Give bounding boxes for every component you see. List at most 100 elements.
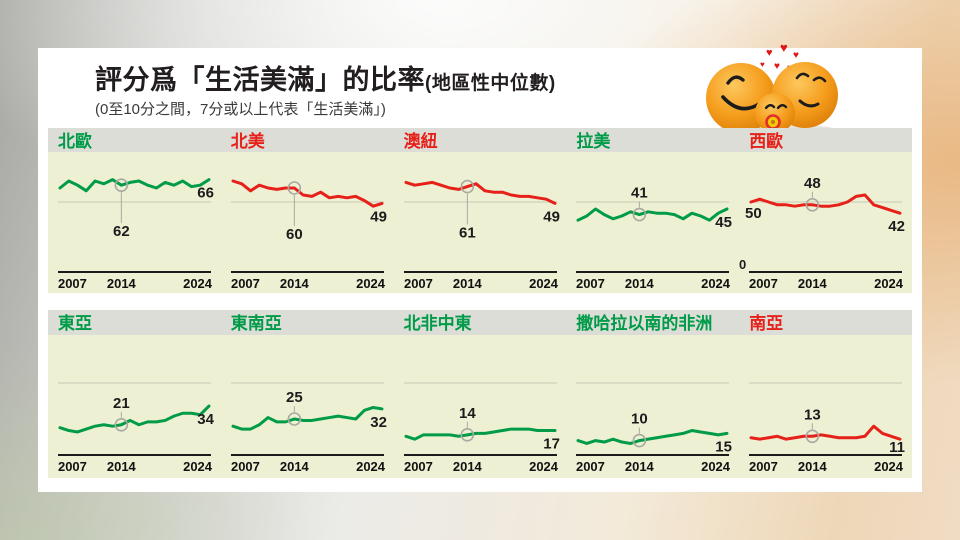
page-title-paren: (地區性中位數) xyxy=(425,73,556,94)
marker-label: 62 xyxy=(113,223,130,240)
right-face-eye-left xyxy=(795,72,810,80)
tick-2024: 2024 xyxy=(183,459,213,474)
chart-row-1: 北歐 北美 澳紐 拉美 西歐 62 66 2007 2014 2024 60 49 2007 2014 2… xyxy=(48,128,912,293)
chart-title-latin-america: 拉美 xyxy=(576,132,611,151)
svg-text:♥: ♥ xyxy=(780,40,788,55)
chart-svg-latin-america: 41 45 2007 2014 2024 xyxy=(576,185,733,291)
chart-row-1-header: 北歐 北美 澳紐 拉美 西歐 xyxy=(48,128,912,152)
chart-title-nordic: 北歐 xyxy=(58,132,92,151)
smiley-family-illustration: ♥ ♥ ♥ ♥ ♥ ♥ ♥ xyxy=(706,40,838,134)
page-title-main: 評分爲「生活美滿」的比率 xyxy=(95,65,425,95)
line-south-asia xyxy=(749,424,902,441)
left-face-smile xyxy=(721,95,761,111)
start-label: 50 xyxy=(745,205,762,222)
line-sub-saharan-africa xyxy=(576,429,729,445)
marker-2014 xyxy=(460,428,474,442)
chart-australia-nz: 61 49 2007 2014 2024 xyxy=(394,152,567,293)
chart-svg-east-asia: 21 34 2007 2014 2024 xyxy=(58,382,215,474)
chart-svg-australia-nz: 61 49 2007 2014 2024 xyxy=(404,179,560,291)
chart-svg-south-asia: 13 11 2007 2014 2024 xyxy=(749,382,905,474)
chart-title-southeast-asia: 東南亞 xyxy=(230,314,282,333)
tick-2014: 2014 xyxy=(452,459,482,474)
zero-label: 0 xyxy=(739,257,746,272)
chart-title-sub-saharan-africa: 撒哈拉以南的非洲 xyxy=(576,314,713,333)
left-face-eye xyxy=(726,75,745,85)
chart-sub-saharan-africa: 10 15 2007 2014 2024 xyxy=(566,335,739,478)
tick-2007: 2007 xyxy=(404,276,433,291)
chart-svg-sub-saharan-africa: 10 15 2007 2014 2024 xyxy=(576,382,733,474)
marker-2014 xyxy=(287,412,301,426)
tick-2007: 2007 xyxy=(231,459,260,474)
tick-2014: 2014 xyxy=(107,459,137,474)
svg-text:♥: ♥ xyxy=(793,50,799,61)
tick-2024: 2024 xyxy=(874,276,904,291)
marker-label: 14 xyxy=(459,405,476,422)
chart-east-asia: 21 34 2007 2014 2024 xyxy=(48,335,221,478)
end-label: 32 xyxy=(370,414,387,431)
end-label: 49 xyxy=(370,208,387,225)
marker-2014 xyxy=(632,433,647,448)
line-east-asia xyxy=(58,404,211,434)
end-label: 42 xyxy=(889,218,906,235)
marker-2014 xyxy=(287,181,301,195)
marker-2014 xyxy=(114,418,129,432)
svg-text:♥: ♥ xyxy=(760,60,765,69)
marker-label: 48 xyxy=(804,175,821,192)
marker-2014 xyxy=(460,179,474,194)
marker-label: 41 xyxy=(631,185,648,202)
marker-label: 61 xyxy=(459,225,476,242)
end-label: 15 xyxy=(716,438,733,455)
chart-north-america: 60 49 2007 2014 2024 xyxy=(221,152,394,293)
chart-title-western-europe: 西歐 xyxy=(749,132,784,151)
tick-2007: 2007 xyxy=(58,276,87,291)
chart-svg-north-america: 60 49 2007 2014 2024 xyxy=(231,179,387,291)
line-western-europe xyxy=(749,193,902,215)
chart-title-australia-nz: 澳紐 xyxy=(403,132,438,151)
chart-north-africa-middle-east: 14 17 2007 2014 2024 xyxy=(394,335,567,478)
baby-pacifier-center xyxy=(771,120,775,124)
line-north-america xyxy=(231,179,384,208)
tick-2024: 2024 xyxy=(701,276,731,291)
chart-latin-america: 41 45 2007 2014 2024 xyxy=(566,152,739,293)
chart-title-north-america: 北美 xyxy=(230,132,265,151)
end-label: 45 xyxy=(716,214,733,231)
marker-label: 13 xyxy=(804,406,821,423)
tick-2024: 2024 xyxy=(701,459,731,474)
marker-2014 xyxy=(114,178,129,193)
chart-south-asia: 13 11 2007 2014 2024 xyxy=(739,335,912,478)
chart-svg-southeast-asia: 25 32 2007 2014 2024 xyxy=(231,382,387,474)
tick-2014: 2014 xyxy=(452,276,482,291)
line-latin-america xyxy=(576,207,729,222)
tick-2007: 2007 xyxy=(231,276,260,291)
chart-row-2-body: 21 34 2007 2014 2024 25 32 2007 2014 2024 14 17 2007… xyxy=(48,335,912,478)
chart-row-2-header: 東亞 東南亞 北非中東 撒哈拉以南的非洲 南亞 xyxy=(48,310,912,335)
line-nordic xyxy=(58,178,211,193)
page-title: 評分爲「生活美滿」的比率(地區性中位數) xyxy=(95,58,556,97)
smiley-baby-face xyxy=(755,93,795,133)
tick-2007: 2007 xyxy=(576,459,605,474)
tick-2007: 2007 xyxy=(749,459,778,474)
marker-label: 60 xyxy=(286,226,303,243)
tick-2024: 2024 xyxy=(356,276,386,291)
tick-2007: 2007 xyxy=(749,276,778,291)
chart-row-2: 東亞 東南亞 北非中東 撒哈拉以南的非洲 南亞 21 34 2007 2014 2024 25 32… xyxy=(48,310,912,478)
tick-2024: 2024 xyxy=(529,459,559,474)
baby-eye-left xyxy=(764,104,776,110)
marker-2014 xyxy=(805,429,820,444)
tick-2024: 2024 xyxy=(874,459,904,474)
right-face-smile xyxy=(798,99,820,108)
tick-2014: 2014 xyxy=(798,276,828,291)
chart-svg-north-africa-middle-east: 14 17 2007 2014 2024 xyxy=(404,382,560,474)
end-label: 34 xyxy=(197,411,214,428)
page-subtitle: (0至10分之間，7分或以上代表「生活美滿」) xyxy=(95,101,386,118)
baby-eye-right xyxy=(776,104,788,110)
end-label: 66 xyxy=(197,185,214,202)
end-label: 17 xyxy=(543,435,560,452)
end-label: 49 xyxy=(543,208,560,225)
tick-2024: 2024 xyxy=(183,276,213,291)
tick-2007: 2007 xyxy=(58,459,87,474)
tick-2014: 2014 xyxy=(798,459,828,474)
chart-western-europe: 48 42 50 0 2007 2014 2024 xyxy=(739,152,912,293)
chart-row-1-body: 62 66 2007 2014 2024 60 49 2007 2014 2024 61 49 2007… xyxy=(48,152,912,293)
